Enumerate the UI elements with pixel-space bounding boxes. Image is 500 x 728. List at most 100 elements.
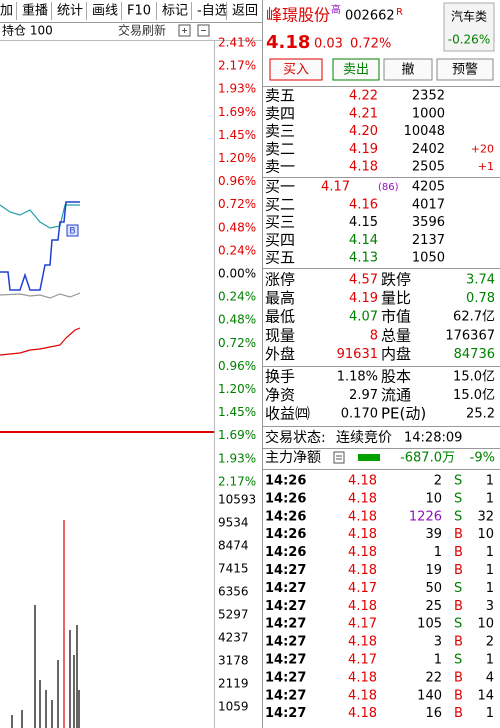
volume-axis-label: 7415 — [218, 562, 249, 576]
book-volume: 4017 — [412, 197, 445, 212]
tick-count: 1 — [486, 545, 494, 560]
toolbar-button[interactable]: 返回 — [232, 4, 258, 19]
tick-volume: 22 — [425, 670, 442, 685]
tick-volume: 1 — [434, 653, 442, 668]
tick-time: 14:26 — [265, 545, 306, 560]
action-button-label[interactable]: 撤 — [401, 62, 414, 78]
sector-box[interactable] — [443, 2, 495, 52]
index-line — [0, 292, 81, 299]
tick-price: 4.18 — [348, 599, 377, 614]
price-line — [0, 201, 80, 291]
price-axis-label: 1.20% — [218, 151, 256, 165]
stat-label: 最高 — [265, 289, 295, 307]
stat-label: 换手 — [265, 368, 295, 386]
stat-value: 4.07 — [349, 310, 378, 325]
price-axis-label: 2.17% — [218, 59, 256, 73]
stat-label: 外盘 — [265, 345, 295, 363]
volume-axis-label: 4237 — [218, 631, 249, 645]
price-change-pct: 0.72% — [350, 37, 391, 52]
action-button-label[interactable]: 预警 — [452, 62, 478, 78]
tick-side: B — [454, 545, 463, 560]
flow-amount: -687.0万 — [400, 451, 455, 466]
book-price: 4.20 — [349, 124, 378, 139]
book-label: 买二 — [265, 195, 295, 213]
volume-axis-label: 1059 — [218, 700, 249, 714]
tick-time: 14:26 — [265, 474, 306, 489]
tick-price: 4.17 — [348, 653, 377, 668]
volume-axis-label: 3178 — [218, 654, 249, 668]
stat-value: 15.0亿 — [453, 370, 495, 385]
status-time: 14:28:09 — [404, 431, 462, 446]
toolbar-button[interactable]: F10 — [127, 4, 151, 19]
tick-side: B — [454, 670, 463, 685]
tick-volume: 105 — [417, 617, 442, 632]
sector-name[interactable]: 汽车类 — [451, 9, 487, 24]
tick-time: 14:27 — [265, 563, 306, 578]
stat-value: 25.2 — [466, 406, 495, 421]
action-button-label[interactable]: 卖出 — [343, 63, 369, 78]
tick-price: 4.18 — [348, 670, 377, 685]
book-price: 4.18 — [349, 160, 378, 175]
zoom-icons[interactable] — [178, 24, 210, 37]
stat-label: 跌停 — [381, 271, 411, 289]
tick-price: 4.18 — [348, 527, 377, 542]
tick-side: B — [454, 599, 463, 614]
book-volume: 2402 — [412, 142, 445, 157]
tick-volume: 2 — [434, 474, 442, 489]
stat-value: 91631 — [337, 347, 378, 362]
tick-time: 14:27 — [265, 635, 306, 650]
toolbar-button[interactable]: 加 — [0, 4, 13, 19]
book-label: 卖五 — [265, 87, 295, 105]
position-label: 持仓 100 — [2, 23, 53, 38]
tick-volume: 3 — [434, 635, 442, 650]
action-button[interactable] — [383, 58, 433, 81]
book-label: 卖二 — [265, 140, 295, 158]
flow-bar — [358, 454, 380, 461]
book-label: 卖四 — [265, 104, 295, 122]
last-price: 4.18 — [266, 32, 310, 53]
toolbar-button[interactable]: 统计 — [57, 4, 83, 19]
stat-label: 现量 — [265, 326, 295, 344]
book-volume: 2352 — [412, 89, 445, 104]
toolbar-button[interactable]: 标记 — [162, 4, 188, 19]
action-button[interactable] — [269, 58, 323, 81]
book-volume: 3596 — [412, 215, 445, 230]
tick-count: 1 — [486, 706, 494, 721]
tick-count: 1 — [486, 474, 494, 489]
tick-count: 1 — [486, 581, 494, 596]
toolbar-button[interactable]: -自选 — [197, 4, 228, 19]
book-label: 买五 — [265, 249, 295, 267]
book-orders: (86) — [378, 182, 399, 193]
tick-time: 14:26 — [265, 527, 306, 542]
action-button[interactable] — [332, 58, 380, 81]
price-axis-label: 1.45% — [218, 128, 256, 142]
tick-side: S — [454, 509, 462, 524]
book-price: 4.14 — [349, 233, 378, 248]
flow-pct: -9% — [470, 451, 495, 466]
stat-label: PE(动) — [381, 404, 426, 422]
tick-price: 4.18 — [348, 545, 377, 560]
tick-count: 1 — [486, 563, 494, 578]
volume-axis-label: 8474 — [218, 539, 249, 553]
book-delta: +1 — [478, 160, 494, 173]
action-button-label[interactable]: 买入 — [283, 63, 309, 78]
tick-price: 4.18 — [348, 635, 377, 650]
action-button[interactable] — [436, 58, 494, 81]
tick-volume: 16 — [425, 706, 442, 721]
tick-side: B — [454, 563, 463, 578]
tick-side: S — [454, 653, 462, 668]
stock-flag: R — [396, 7, 403, 18]
tick-count: 32 — [477, 509, 494, 524]
stat-label: 最低 — [265, 308, 295, 326]
refresh-label[interactable]: 交易刷新 — [118, 23, 166, 38]
status-label: 交易状态: — [265, 429, 326, 446]
tick-side: B — [454, 706, 463, 721]
book-price: 4.15 — [349, 215, 378, 230]
tick-time: 14:27 — [265, 670, 306, 685]
toolbar-button[interactable]: 画线 — [92, 4, 118, 19]
stat-value: 15.0亿 — [453, 388, 495, 403]
book-delta: +20 — [471, 142, 494, 155]
tick-price: 4.17 — [348, 617, 377, 632]
toolbar-button[interactable]: 重播 — [22, 3, 48, 19]
